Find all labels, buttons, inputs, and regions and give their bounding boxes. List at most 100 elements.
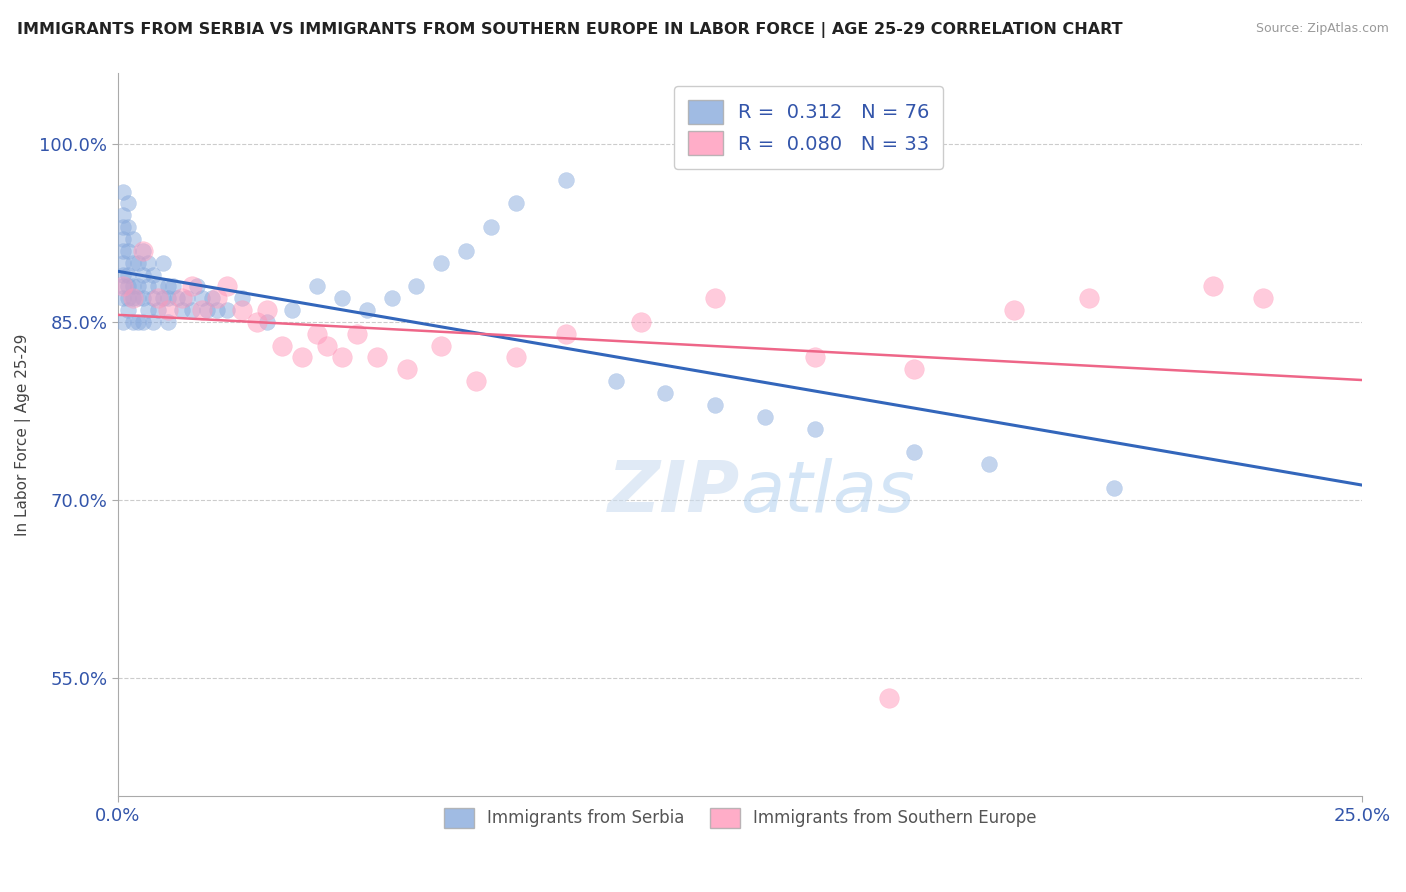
Point (111, 244, 134, 258)
Point (131, 244, 153, 258)
Point (172, 303, 194, 318)
Point (271, 338, 294, 352)
Point (231, 303, 253, 318)
Point (903, 445, 925, 459)
Point (430, 255, 453, 269)
Point (330, 291, 353, 305)
Point (127, 315, 149, 329)
Point (121, 291, 143, 305)
Point (121, 255, 143, 269)
Point (381, 291, 404, 305)
Point (152, 291, 174, 305)
Point (156, 291, 179, 305)
Point (395, 362, 418, 376)
Point (305, 326, 328, 341)
Point (554, 326, 576, 341)
Point (117, 268, 139, 282)
Point (146, 291, 169, 305)
Point (191, 303, 214, 318)
Point (156, 279, 179, 293)
Point (1077, 291, 1099, 305)
Point (181, 279, 204, 293)
Point (207, 291, 229, 305)
Point (405, 279, 427, 293)
Point (330, 351, 353, 365)
Point (111, 315, 134, 329)
Point (704, 398, 727, 412)
Point (111, 279, 134, 293)
Point (111, 208, 134, 222)
Point (605, 374, 627, 388)
Point (291, 351, 314, 365)
Point (142, 268, 165, 282)
Point (554, 172, 576, 186)
Point (356, 303, 378, 318)
Text: Source: ZipAtlas.com: Source: ZipAtlas.com (1256, 22, 1389, 36)
Point (630, 315, 652, 329)
Point (217, 303, 239, 318)
Point (156, 315, 179, 329)
Point (1251, 291, 1274, 305)
Point (246, 315, 269, 329)
Point (127, 255, 149, 269)
Point (127, 279, 149, 293)
Point (136, 279, 159, 293)
Point (207, 303, 229, 318)
Point (1202, 279, 1225, 293)
Point (117, 279, 139, 293)
Point (879, 690, 901, 705)
Point (162, 279, 184, 293)
Point (456, 244, 478, 258)
Point (152, 255, 174, 269)
Point (191, 291, 214, 305)
Point (1102, 481, 1125, 495)
Point (111, 291, 134, 305)
Point (142, 291, 165, 305)
Point (315, 338, 337, 352)
Point (136, 255, 159, 269)
Point (1002, 303, 1025, 318)
Point (704, 291, 727, 305)
Y-axis label: In Labor Force | Age 25-29: In Labor Force | Age 25-29 (15, 334, 31, 536)
Point (156, 303, 179, 318)
Point (111, 185, 134, 199)
Point (754, 409, 776, 424)
Point (281, 303, 304, 318)
Point (977, 457, 1000, 471)
Point (654, 386, 676, 401)
Point (131, 244, 153, 258)
Point (256, 303, 278, 318)
Point (176, 291, 198, 305)
Text: atlas: atlas (740, 458, 915, 527)
Legend: Immigrants from Serbia, Immigrants from Southern Europe: Immigrants from Serbia, Immigrants from … (437, 801, 1043, 835)
Point (803, 422, 825, 436)
Point (117, 196, 139, 211)
Point (172, 291, 194, 305)
Point (465, 374, 488, 388)
Point (195, 303, 218, 318)
Point (121, 279, 143, 293)
Point (111, 220, 134, 235)
Point (117, 244, 139, 258)
Point (186, 279, 208, 293)
Point (117, 220, 139, 235)
Point (146, 279, 169, 293)
Point (121, 315, 143, 329)
Point (127, 291, 149, 305)
Point (121, 232, 143, 246)
Point (111, 232, 134, 246)
Point (111, 279, 134, 293)
Text: IMMIGRANTS FROM SERBIA VS IMMIGRANTS FROM SOUTHERN EUROPE IN LABOR FORCE | AGE 2: IMMIGRANTS FROM SERBIA VS IMMIGRANTS FRO… (17, 22, 1122, 38)
Point (217, 279, 239, 293)
Point (131, 291, 153, 305)
Point (131, 268, 153, 282)
Point (166, 291, 188, 305)
Point (346, 326, 368, 341)
Point (117, 303, 139, 318)
Point (142, 315, 165, 329)
Point (256, 315, 278, 329)
Point (366, 351, 388, 365)
Point (181, 303, 204, 318)
Point (479, 220, 502, 235)
Point (117, 291, 139, 305)
